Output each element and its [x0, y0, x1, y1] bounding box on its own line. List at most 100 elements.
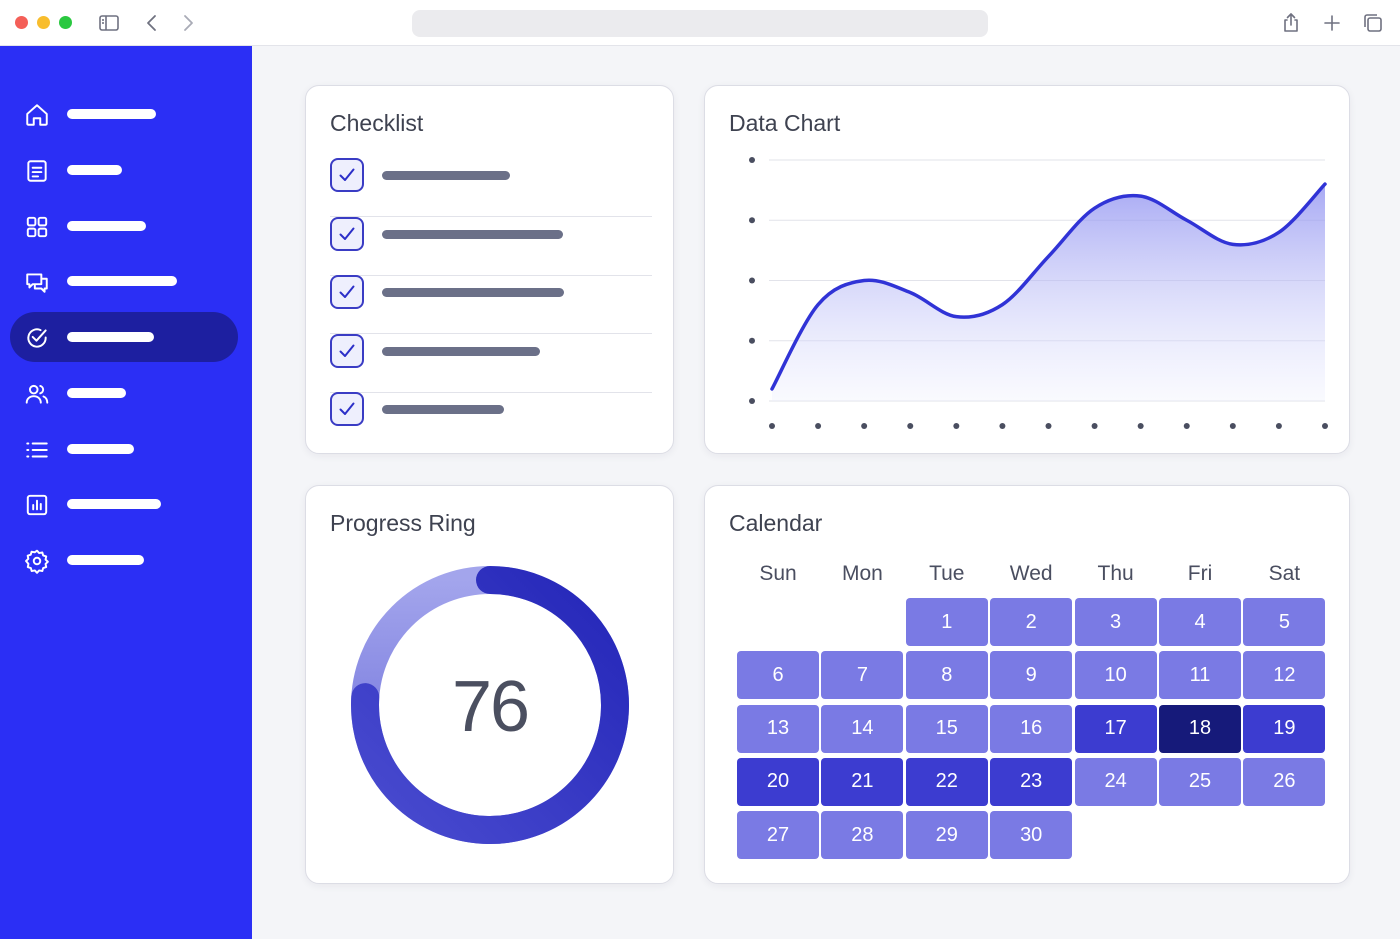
calendar-day[interactable]: 24	[1074, 757, 1157, 806]
browser-toolbar	[0, 0, 1400, 46]
calendar-day[interactable]: 30	[990, 811, 1073, 860]
progress-value: 76	[451, 667, 530, 747]
sidebar-item-label	[67, 555, 144, 565]
sidebar-item-team[interactable]	[10, 368, 238, 418]
checklist-item-label	[382, 288, 564, 297]
document-icon	[24, 158, 50, 184]
sidebar-item-settings[interactable]	[10, 535, 238, 585]
calendar-day[interactable]: 2	[990, 598, 1073, 646]
check-icon	[339, 344, 355, 357]
sidebar-item-label	[67, 388, 126, 398]
checkbox[interactable]	[330, 275, 364, 309]
zoom-window-button[interactable]	[59, 16, 72, 29]
checkbox[interactable]	[330, 334, 364, 368]
sidebar-item-reports[interactable]	[10, 479, 238, 529]
checkbox[interactable]	[330, 392, 364, 426]
calendar-day[interactable]: 5	[1243, 598, 1326, 646]
checklist-item	[330, 158, 652, 217]
calendar-day[interactable]: 7	[821, 651, 904, 700]
calendar-day[interactable]: 4	[1159, 598, 1241, 646]
users-icon	[24, 381, 50, 407]
calendar-day[interactable]: 12	[1243, 651, 1326, 700]
calendar-weekday-header: Mon	[841, 562, 883, 585]
sidebar-item-messages[interactable]	[10, 256, 238, 306]
calendar-day[interactable]: 19	[1243, 704, 1326, 753]
chat-icon	[24, 269, 50, 295]
sidebar-item-apps[interactable]	[10, 201, 238, 251]
x-axis-tick-dot	[999, 423, 1006, 429]
calendar-day[interactable]: 23	[990, 757, 1073, 806]
calendar-day[interactable]: 15	[905, 704, 988, 753]
calendar-day[interactable]: 14	[821, 704, 904, 753]
grid-icon	[24, 214, 50, 240]
sidebar-item-label	[67, 165, 122, 175]
checkbox[interactable]	[330, 158, 364, 192]
calendar-card: Calendar Sun Mon Tue Wed Thu Fri Sat 1 2 3 4 5 6 7 8 9 1…	[704, 485, 1350, 884]
checklist-item	[330, 334, 652, 393]
card-title: Checklist	[330, 110, 424, 136]
calendar-day[interactable]: 16	[990, 704, 1073, 753]
checklist-item-label	[382, 230, 563, 239]
sidebar-item-label	[67, 499, 161, 509]
calendar-day[interactable]: 21	[821, 757, 904, 806]
list-icon	[24, 437, 50, 463]
card-title: Progress Ring	[330, 510, 476, 536]
calendar-day[interactable]: 26	[1243, 757, 1326, 806]
calendar-day[interactable]: 1	[905, 598, 988, 646]
sidebar-item-label	[67, 221, 146, 231]
x-axis-tick-dot	[861, 423, 868, 429]
check-icon	[339, 168, 355, 181]
calendar-day[interactable]: 11	[1159, 651, 1241, 700]
bar-chart-icon	[24, 492, 50, 518]
sidebar-item-tasks[interactable]	[10, 312, 238, 362]
sidebar-item-home[interactable]	[10, 89, 238, 139]
check-icon	[339, 285, 355, 298]
calendar-day[interactable]: 25	[1159, 757, 1241, 806]
sidebar-item-lists[interactable]	[10, 424, 238, 474]
x-axis-tick-dot	[1183, 423, 1190, 429]
home-icon	[24, 102, 50, 128]
tabs-overview-icon[interactable]	[1361, 11, 1385, 35]
x-axis-tick-dot	[1322, 423, 1328, 429]
series-line	[770, 182, 1327, 391]
back-chevron-icon[interactable]	[140, 11, 164, 35]
minimize-window-button[interactable]	[37, 16, 50, 29]
calendar-day[interactable]: 17	[1074, 704, 1157, 753]
gear-icon	[24, 548, 50, 574]
calendar-day[interactable]: 22	[905, 757, 988, 806]
calendar-day[interactable]: 9	[990, 651, 1073, 700]
checklist-item-label	[382, 171, 510, 180]
share-icon[interactable]	[1279, 11, 1303, 35]
checklist-item	[330, 392, 652, 450]
calendar-day[interactable]: 13	[737, 704, 819, 753]
calendar-weekday-header: Tue	[929, 562, 965, 585]
calendar-day[interactable]: 29	[905, 811, 988, 860]
x-axis-tick-dot	[1229, 423, 1236, 429]
calendar-day[interactable]: 8	[905, 651, 988, 700]
calendar-day[interactable]: 3	[1074, 598, 1157, 646]
x-axis-tick-dot	[953, 423, 960, 429]
new-tab-plus-icon[interactable]	[1320, 11, 1344, 35]
close-window-button[interactable]	[15, 16, 28, 29]
progress-ring	[351, 566, 629, 844]
sidebar-item-label	[67, 444, 134, 454]
sidebar-toggle-icon[interactable]	[97, 11, 121, 35]
calendar-day[interactable]: 27	[737, 811, 819, 860]
x-axis-tick-dot	[769, 423, 775, 429]
y-axis-tick-dot	[749, 157, 755, 163]
calendar-day[interactable]: 28	[821, 811, 904, 860]
address-bar[interactable]	[412, 10, 988, 37]
calendar-day[interactable]: 10	[1074, 651, 1157, 700]
progress-ring-card: Progress Ring 76	[305, 485, 674, 884]
calendar-day[interactable]: 18	[1159, 704, 1241, 753]
checkbox[interactable]	[330, 217, 364, 251]
forward-chevron-icon[interactable]	[176, 11, 200, 35]
calendar-day[interactable]: 6	[737, 651, 819, 700]
calendar-day[interactable]: 20	[737, 757, 819, 806]
card-title: Calendar	[729, 510, 823, 536]
y-axis-tick-dot	[749, 337, 755, 344]
checklist-item	[330, 275, 652, 334]
card-title: Data Chart	[729, 110, 841, 136]
sidebar-item-documents[interactable]	[10, 145, 238, 195]
checklist-item	[330, 217, 652, 276]
